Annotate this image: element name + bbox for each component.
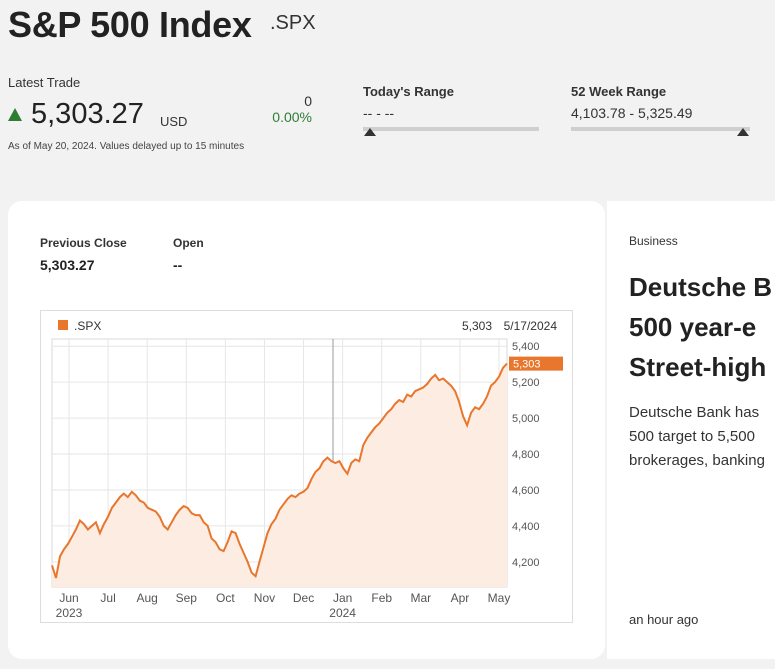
x-tick-label: May [488,591,511,605]
price-change: 0 [304,93,312,109]
year-label: 2024 [329,606,356,620]
y-tick-label: 4,800 [512,449,540,461]
x-tick-label: Nov [254,591,275,605]
todays-range-label: Today's Range [363,84,454,99]
x-tick-label: Jan [333,591,352,605]
y-tick-label: 4,400 [512,521,540,533]
price-area [52,363,507,587]
last-value-badge-label: 5,303 [513,359,541,371]
x-tick-label: Sep [176,591,198,605]
latest-price: 5,303.27 [31,98,144,130]
open-label: Open [173,236,204,250]
year-label: 2023 [56,606,83,620]
x-tick-label: Feb [371,591,392,605]
x-tick-label: Aug [137,591,158,605]
last-value-badge [509,356,563,371]
y-tick-label: 5,200 [512,377,540,389]
up-arrow-icon [8,108,22,121]
page-title: S&P 500 Index [8,4,252,45]
price-chart-svg[interactable]: .SPX 5,303 5/17/2024 5,400 5,200 5,000 4,80… [41,311,572,622]
legend-label: .SPX [74,319,101,333]
week52-range-marker-icon [737,128,749,136]
price-change-percent: 0.00% [272,109,312,125]
x-tick-label: Dec [293,591,314,605]
news-card[interactable]: Business Deutsche B 500 year-e Street-hi… [607,201,775,659]
x-tick-label: Oct [216,591,235,605]
price-line [51,362,508,579]
open-value: -- [173,257,183,273]
x-tick-label: Apr [451,591,470,605]
ric-code: .SPX [270,12,316,34]
previous-close-label: Previous Close [40,236,127,250]
news-timestamp: an hour ago [629,612,699,627]
previous-close-value: 5,303.27 [40,257,95,273]
news-summary: Deutsche Bank has 500 target to 5,500 br… [629,404,765,469]
quote-header: S&P 500 Index .SPX Latest Trade 5,303.27… [0,0,775,190]
as-of-note: As of May 20, 2024. Values delayed up to… [8,141,245,152]
todays-range-value: -- - -- [363,105,395,121]
y-tick-label: 5,000 [512,413,540,425]
last-date-label: 5/17/2024 [504,319,558,333]
news-headline[interactable]: Deutsche B 500 year-e Street-high [629,272,773,382]
y-tick-label: 4,600 [512,485,540,497]
week52-range-bar [571,127,750,131]
todays-range-marker-icon [364,128,376,136]
latest-trade-label: Latest Trade [8,75,81,90]
currency-label: USD [160,114,188,129]
last-value-label: 5,303 [462,319,492,333]
x-tick-label: Jul [100,591,115,605]
x-tick-label: Jun [59,591,78,605]
week52-range-label: 52 Week Range [571,84,667,99]
week52-range-value: 4,103.78 - 5,325.49 [571,105,693,121]
todays-range-bar [363,127,539,131]
legend-swatch [58,320,68,330]
x-tick-label: Mar [410,591,431,605]
price-chart[interactable]: .SPX 5,303 5/17/2024 5,400 5,200 5,000 4,80… [40,310,573,623]
y-tick-label: 4,200 [512,557,540,569]
y-tick-label: 5,400 [512,341,540,353]
news-category: Business [629,234,678,248]
